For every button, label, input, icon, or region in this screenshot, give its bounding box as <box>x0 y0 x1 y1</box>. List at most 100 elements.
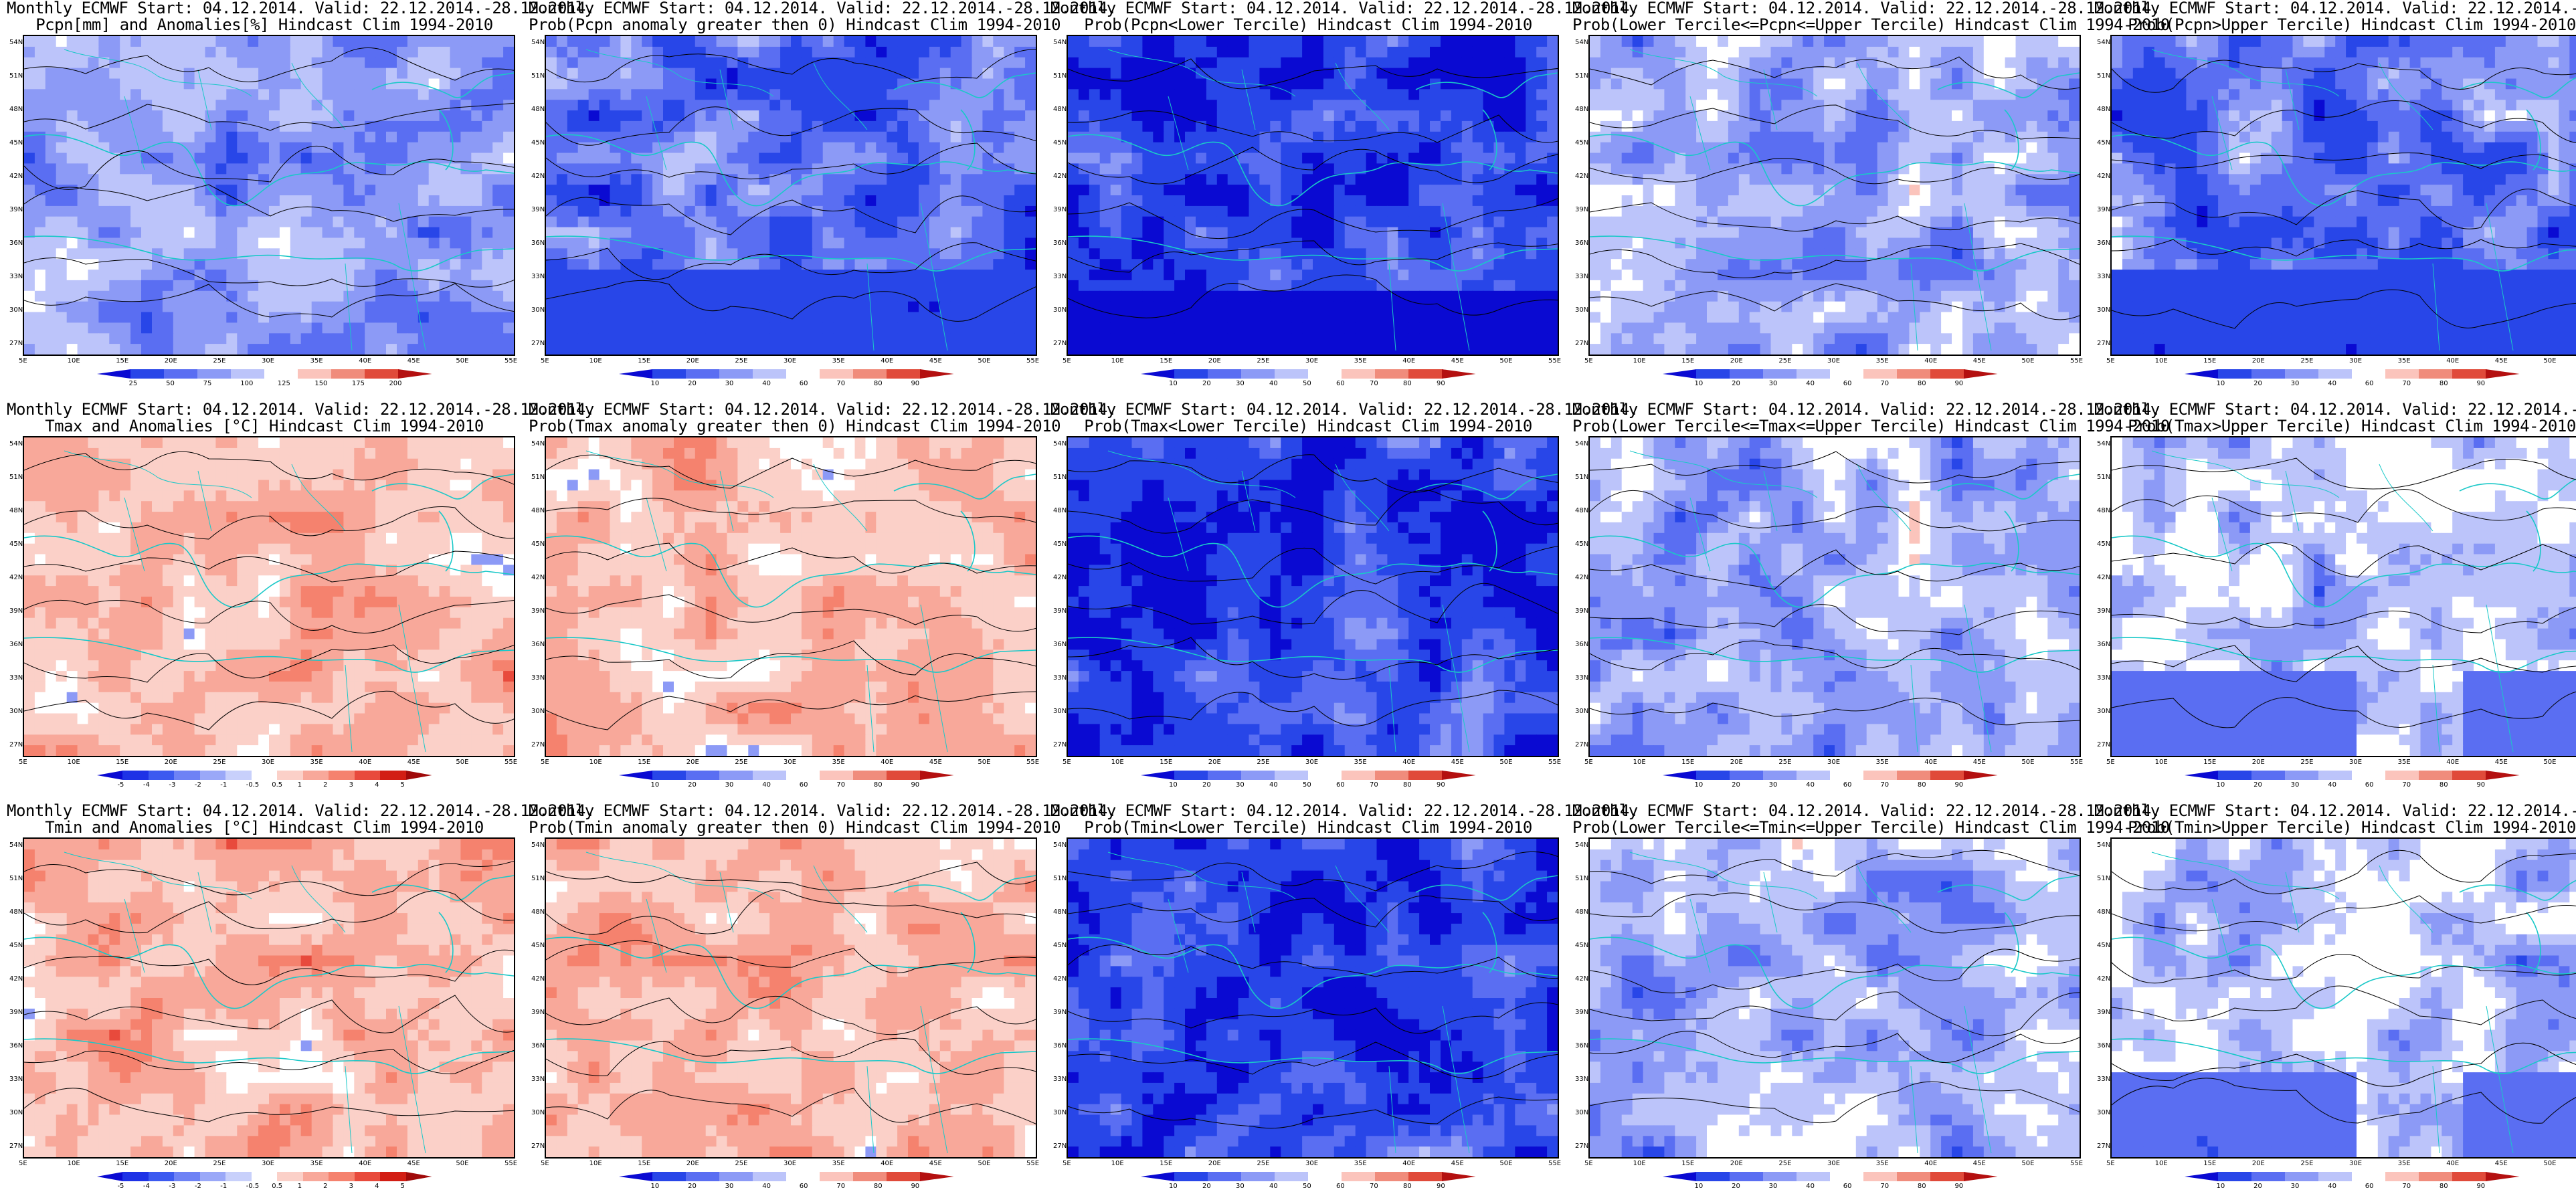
colorbar-swatch <box>1964 369 1998 379</box>
latitude-label: 30N <box>1053 306 1067 314</box>
latitude-label: 30N <box>531 306 545 314</box>
longitude-label: 5E <box>19 759 27 766</box>
colorbar-swatch <box>277 1172 304 1181</box>
colorbar-swatch <box>2285 369 2319 379</box>
colorbar-swatch <box>2452 771 2486 780</box>
longitude-label: 55E <box>1548 1160 1561 1167</box>
colorbar-swatch <box>1208 1172 1242 1181</box>
contour-line <box>1068 110 1558 143</box>
map-panel: Monthly ECMWF Start: 04.12.2014. Valid: … <box>7 401 595 803</box>
longitude-label: 5E <box>1584 1160 1593 1167</box>
colorbar-tick-label: 20 <box>2253 380 2262 387</box>
colorbar-tick-label: 20 <box>688 380 697 387</box>
colorbar-swatch <box>251 1172 278 1181</box>
longitude-label: 45E <box>407 759 420 766</box>
map-frame <box>2110 35 2576 356</box>
longitude-label: 40E <box>1924 1160 1937 1167</box>
latitude-label: 48N <box>1575 908 1588 916</box>
latitude-label: 54N <box>9 841 23 849</box>
colorbar-swatch <box>197 369 232 379</box>
contour-line <box>546 940 1036 973</box>
contour-line <box>1590 56 2080 90</box>
longitude-label: 30E <box>262 1160 274 1167</box>
longitude-label: 35E <box>1354 1160 1367 1167</box>
contour-line <box>2112 645 2576 682</box>
longitude-label: 25E <box>735 357 747 365</box>
colorbar-tick-label: 20 <box>688 781 697 789</box>
longitude-label: 30E <box>1305 1160 1318 1167</box>
colorbar-swatch <box>380 771 407 780</box>
contour-line <box>1590 948 2080 993</box>
panel-subtitle: Prob(Pcpn>Upper Tercile) Hindcast Clim 1… <box>2094 17 2576 33</box>
longitude-label: 30E <box>2349 759 2362 766</box>
map-panel: Monthly ECMWF Start: 04.12.2014. Valid: … <box>529 401 1117 803</box>
latitude-label: 39N <box>1575 206 1588 213</box>
latitude-label: 33N <box>531 674 545 682</box>
colorbar-tick-label: 60 <box>1843 380 1852 387</box>
border-lines <box>585 851 948 1154</box>
border-lines <box>1107 450 1470 752</box>
panel-subtitle: Pcpn[mm] and Anomalies[%] Hindcast Clim … <box>7 17 522 33</box>
map-frame <box>23 35 515 356</box>
colorbar-swatch <box>2385 771 2419 780</box>
colorbar-tick-label: 0.5 <box>272 1183 282 1190</box>
colorbar-swatch <box>1730 1172 1764 1181</box>
contour-line <box>24 102 514 131</box>
latitude-label: 39N <box>531 607 545 615</box>
longitude-label: 15E <box>116 1160 128 1167</box>
latitude-label: 27N <box>531 1142 545 1150</box>
colorbar-tick-label: 30 <box>2291 781 2300 789</box>
colorbar-tick-label: -5 <box>117 1183 124 1190</box>
map-frame <box>23 837 515 1159</box>
colorbar-swatch <box>329 1172 355 1181</box>
latitude-label: 39N <box>531 206 545 213</box>
border-lines <box>64 450 426 752</box>
latitude-label: 54N <box>1053 39 1067 46</box>
latitude-label: 39N <box>2097 1009 2110 1016</box>
map-frame <box>1067 436 1559 757</box>
latitude-label: 30N <box>1575 306 1588 314</box>
colorbar-tick-label: 20 <box>2253 1183 2262 1190</box>
colorbar-swatch <box>2218 369 2252 379</box>
panel-title: Monthly ECMWF Start: 04.12.2014. Valid: … <box>7 401 595 418</box>
colorbar-swatch <box>1930 771 1964 780</box>
colorbar-tick-label: -0.5 <box>246 781 260 789</box>
latitude-label: 45N <box>1053 540 1067 548</box>
longitude-label: 40E <box>2446 759 2459 766</box>
colorbar-swatch <box>2419 369 2453 379</box>
longitude-label: 20E <box>2252 357 2265 365</box>
longitude-label: 25E <box>1778 759 1791 766</box>
latitude-label: 51N <box>1053 474 1067 481</box>
colorbar-swatch <box>2385 1172 2419 1181</box>
colorbar-swatch <box>686 1172 720 1181</box>
colorbar-swatch <box>719 1172 753 1181</box>
colorbar <box>97 369 432 379</box>
latitude-label: 45N <box>531 139 545 146</box>
longitude-label: 5E <box>1584 759 1593 766</box>
longitude-label: 50E <box>978 759 990 766</box>
latitude-label: 33N <box>9 273 23 280</box>
colorbar-swatch <box>652 1172 686 1181</box>
longitude-label: 35E <box>1876 759 1889 766</box>
latitude-label: 36N <box>531 239 545 247</box>
contour-line <box>2112 985 2576 1025</box>
latitude-label: 51N <box>531 72 545 80</box>
shaded-field <box>2112 437 2576 756</box>
shaded-field <box>2112 839 2576 1157</box>
longitude-label: 5E <box>541 1160 549 1167</box>
colorbar <box>619 369 954 379</box>
latitude-label: 27N <box>1053 1142 1067 1150</box>
contour-line <box>24 451 514 485</box>
longitude-label: 15E <box>1160 357 1172 365</box>
colorbar-swatch <box>1408 369 1443 379</box>
colorbar-tick-label: 30 <box>725 1183 734 1190</box>
colorbar-swatch <box>652 771 686 780</box>
longitude-label: 35E <box>1354 759 1367 766</box>
colorbar-swatch <box>753 1172 787 1181</box>
panel-subtitle: Prob(Tmin anomaly greater then 0) Hindca… <box>529 819 1061 836</box>
colorbar-tick-label: 90 <box>911 380 919 387</box>
longitude-label: 5E <box>2106 759 2115 766</box>
colorbar-swatch <box>1863 1172 1898 1181</box>
colorbar-swatch <box>2385 369 2419 379</box>
contour-line <box>546 49 1036 83</box>
